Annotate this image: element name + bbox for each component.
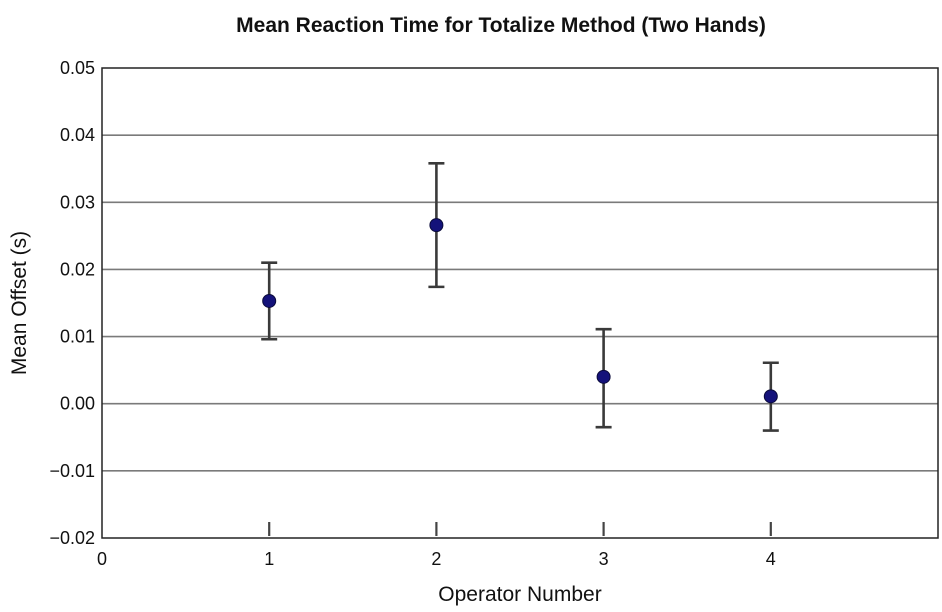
y-tick-label: 0.01 xyxy=(60,327,95,347)
grid-lines xyxy=(102,134,938,472)
data-points xyxy=(262,218,778,404)
y-tick-label: −0.02 xyxy=(49,528,95,548)
data-point xyxy=(262,293,277,308)
y-tick-label: 0.00 xyxy=(60,394,95,414)
y-tick-labels: −0.02 −0.01 0.00 0.01 0.02 0.03 0.04 0.05 xyxy=(49,58,95,548)
x-tick-label: 1 xyxy=(264,549,274,569)
data-point xyxy=(596,369,611,384)
y-axis-title: Mean Offset (s) xyxy=(8,231,31,375)
y-tick-label: 0.02 xyxy=(60,259,95,279)
x-tick-labels: 0 1 2 3 4 xyxy=(97,549,776,569)
y-tick-label: 0.04 xyxy=(60,125,95,145)
data-point xyxy=(763,389,778,404)
x-tick-label: 2 xyxy=(431,549,441,569)
x-tick-label: 4 xyxy=(766,549,776,569)
error-bars xyxy=(261,162,779,432)
data-point xyxy=(429,218,444,233)
x-axis-title: Operator Number xyxy=(438,583,601,606)
y-tick-label: −0.01 xyxy=(49,461,95,481)
plot-area-frame xyxy=(101,67,939,539)
x-tick-marks xyxy=(268,522,772,536)
x-tick-label: 3 xyxy=(599,549,609,569)
y-tick-label: 0.03 xyxy=(60,192,95,212)
chart-title: Mean Reaction Time for Totalize Method (… xyxy=(236,14,766,37)
x-tick-label: 0 xyxy=(97,549,107,569)
y-tick-label: 0.05 xyxy=(60,58,95,78)
